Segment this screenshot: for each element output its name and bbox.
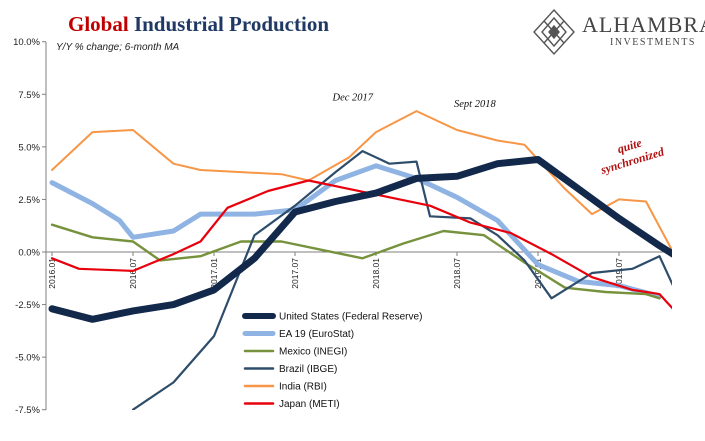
legend-label: Japan (METI) [279,399,340,410]
series-line-2 [49,163,662,299]
x-tick-label: 2017.07 [290,258,300,289]
series-line-1 [48,156,672,323]
logo-subtitle: INVESTMENTS [610,37,696,48]
legend-label: Brazil (IBGE) [279,364,337,375]
chart-title: Global Industrial Production [68,12,329,37]
x-tick-label: 2017.01 [209,258,219,289]
annotation-synchronized: quitesynchronized [594,130,667,177]
legend-label: EA 19 (EuroStat) [279,329,354,340]
y-tick-label: 7.5% [18,90,40,101]
annotation-2: Sept 2018 [454,99,496,110]
x-tick-label: 2016.01 [47,258,57,289]
legend-label: United States (Federal Reserve) [279,312,422,323]
diamond-lattice-logo-icon [533,8,575,56]
chart-title-rest: Industrial Production [133,12,330,36]
annotation-1: Dec 2017 [332,93,374,104]
series-line-5 [51,110,672,253]
x-tick-label: 2018.07 [452,258,462,289]
series-line-3 [50,223,661,300]
y-tick-label: -5.0% [15,353,40,364]
logo-name: ALHAMBRA [582,12,705,37]
y-tick-label: 0.0% [18,248,40,259]
chart-title-global: Global [68,12,129,36]
x-tick-label: 2019.01 [533,258,543,289]
series-line-4 [131,150,672,410]
y-tick-label: 10.0% [13,37,40,48]
y-tick-label: -2.5% [15,300,40,311]
x-tick-label: 2018.01 [371,258,381,289]
x-tick-label: 2016.07 [128,258,138,289]
chart-subtitle: Y/Y % change; 6-month MA [56,42,180,53]
x-tick-label: 2019.07 [614,258,624,289]
legend-label: Mexico (INEGI) [279,347,347,358]
y-tick-label: 2.5% [18,195,40,206]
legend-label: India (RBI) [279,382,327,393]
y-tick-label: 5.0% [18,142,40,153]
alhambra-logo: ALHAMBRA INVESTMENTS [532,6,705,58]
y-tick-label: -7.5% [15,405,40,416]
